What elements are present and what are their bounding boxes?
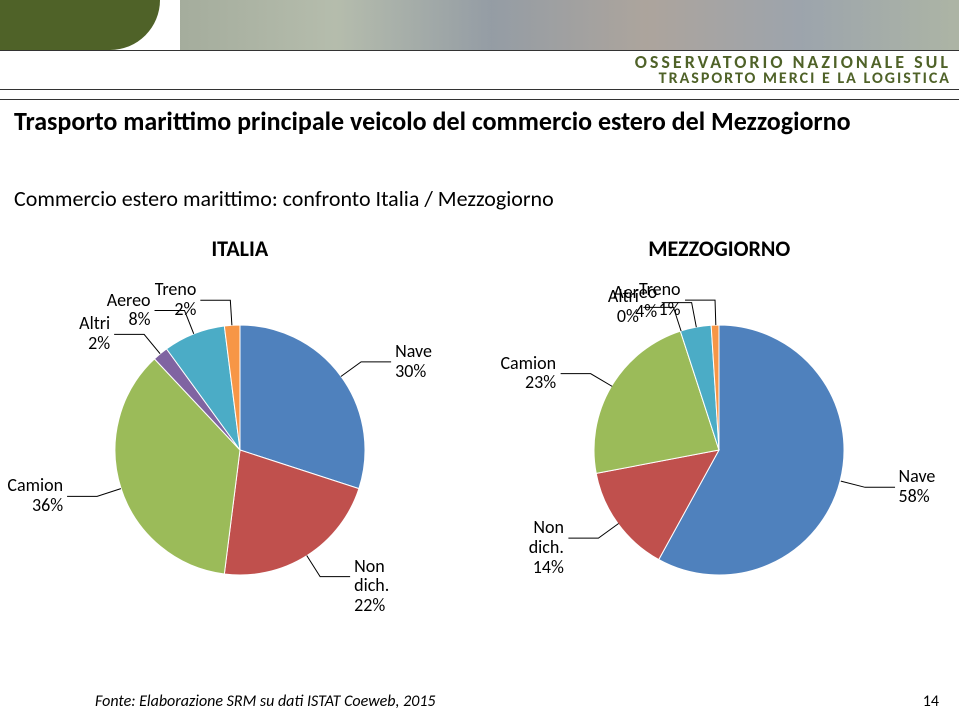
- leader-camion: [560, 374, 612, 387]
- leader-nave: [840, 481, 894, 487]
- leader-treno: [685, 300, 716, 325]
- leader-altri: [114, 334, 160, 353]
- chart-italia: ITALIA Nave30%Nondich.22%Camion36%Altri2…: [0, 235, 480, 695]
- leader-nave: [341, 362, 391, 377]
- slide-subtitle: Commercio estero marittimo: confronto It…: [14, 185, 945, 212]
- leader-non-dich-: [568, 523, 618, 538]
- header-photo-strip: [180, 0, 959, 50]
- brand-line-2: TRASPORTO MERCI E LA LOGISTICA: [659, 71, 951, 87]
- footer-source: Fonte: Elaborazione SRM su dati ISTAT Co…: [95, 692, 436, 711]
- leader-altri: [643, 307, 681, 331]
- leader-non-dich-: [307, 556, 350, 577]
- slide-title: Trasporto marittimo principale veicolo d…: [14, 105, 945, 137]
- leader-treno: [200, 300, 232, 325]
- header-green-tab: [0, 0, 160, 50]
- page-number: 14: [923, 692, 939, 711]
- slide-title-text: Trasporto marittimo principale veicolo d…: [14, 105, 851, 137]
- header-brand: OSSERVATORIO NAZIONALE SUL TRASPORTO MER…: [0, 50, 959, 90]
- leader-camion: [67, 489, 121, 497]
- chart-mezzogiorno: MEZZOGIORNO Nave58%Nondich.14%Camion23%A…: [480, 235, 959, 695]
- leader-aereo: [155, 311, 194, 334]
- slide-subtitle-text: Commercio estero marittimo: confronto It…: [14, 185, 554, 212]
- charts-row: ITALIA Nave30%Nondich.22%Camion36%Altri2…: [0, 235, 959, 695]
- slide-header: OSSERVATORIO NAZIONALE SUL TRASPORTO MER…: [0, 0, 959, 100]
- leader-lines: [0, 235, 480, 695]
- leader-lines: [480, 235, 959, 695]
